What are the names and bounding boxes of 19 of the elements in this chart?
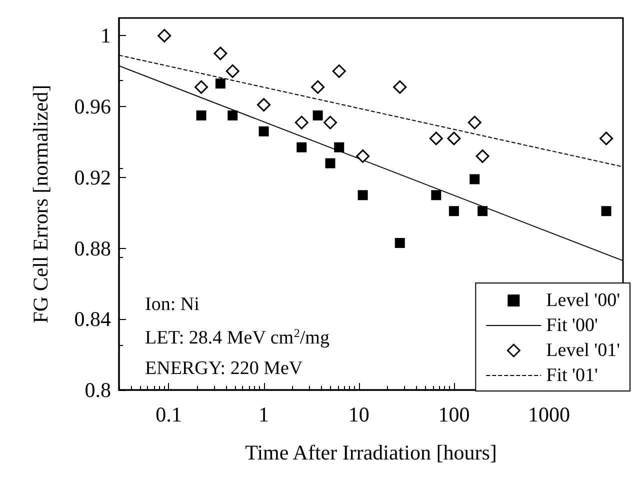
x-tick-label: 10 — [348, 402, 370, 426]
legend-label: Level '01' — [546, 340, 620, 361]
x-tick-label: 1000 — [528, 402, 570, 426]
y-tick-label: 0.88 — [74, 236, 111, 260]
x-tick-label: 100 — [438, 402, 470, 426]
y-tick-label: 0.84 — [74, 307, 112, 332]
x-tick-label: 1 — [258, 402, 270, 426]
x-tick-label: 0.1 — [156, 402, 182, 426]
annotation: Ion: Ni — [145, 294, 200, 315]
y-axis-title: FG Cell Errors [normalized] — [28, 84, 52, 324]
y-tick-label: 0.8 — [84, 378, 111, 402]
y-tick-label: 0.96 — [74, 94, 111, 119]
y-tick-label: 0.92 — [74, 165, 111, 190]
legend-label: Fit '01' — [546, 365, 598, 386]
x-axis-title: Time After Irradiation [hours] — [245, 440, 497, 464]
legend-label: Fit '00' — [546, 315, 598, 336]
y-tick-label: 1 — [100, 24, 111, 48]
legend-label: Level '00' — [546, 290, 620, 311]
annotation: ENERGY: 220 MeV — [145, 358, 303, 379]
